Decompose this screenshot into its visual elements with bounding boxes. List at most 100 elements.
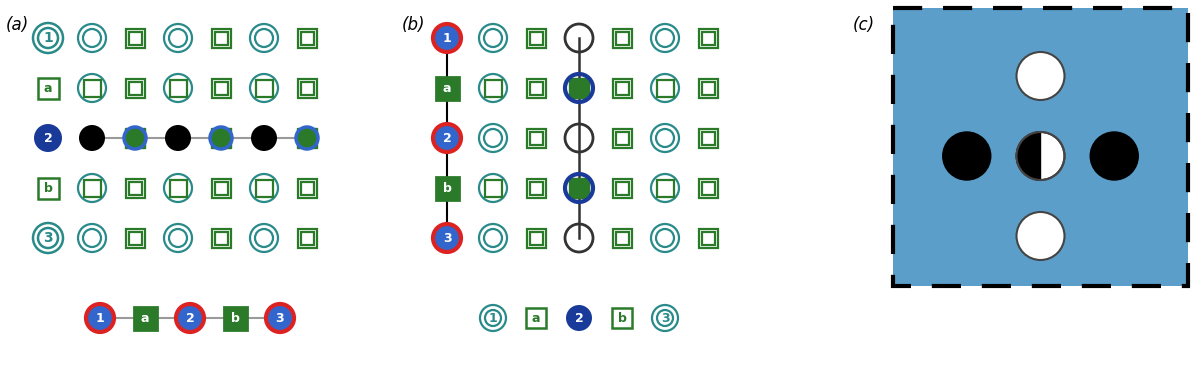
Bar [701, 32, 715, 44]
Bar [215, 81, 227, 95]
Bar [223, 307, 246, 329]
Circle shape [434, 124, 461, 152]
Circle shape [1091, 132, 1139, 180]
Bar [699, 79, 717, 98]
Bar [613, 128, 632, 147]
Bar [701, 131, 715, 144]
Bar [256, 179, 273, 196]
Text: 2: 2 [443, 131, 452, 144]
Bar [298, 179, 317, 198]
Bar [211, 28, 231, 48]
Text: 2: 2 [186, 312, 195, 325]
Bar [699, 128, 717, 147]
Bar [657, 179, 674, 196]
Circle shape [79, 125, 104, 151]
Text: 3: 3 [43, 231, 53, 245]
Bar [256, 79, 273, 97]
Bar [526, 308, 546, 328]
Bar [484, 179, 502, 196]
Circle shape [34, 124, 62, 152]
Circle shape [265, 304, 294, 332]
Bar [298, 79, 317, 98]
Bar [569, 78, 588, 98]
Bar [569, 178, 588, 198]
Bar [37, 78, 59, 98]
Bar [211, 79, 231, 98]
Bar [615, 131, 628, 144]
Bar [657, 79, 674, 97]
Circle shape [943, 132, 991, 180]
Bar [298, 228, 317, 247]
Bar [133, 307, 156, 329]
Bar [125, 128, 145, 148]
Text: b: b [43, 182, 53, 195]
Bar [129, 182, 142, 195]
Circle shape [177, 304, 204, 332]
Bar [300, 81, 313, 95]
Bar [530, 131, 543, 144]
Polygon shape [1016, 132, 1040, 180]
Bar [613, 308, 632, 328]
Bar [125, 79, 144, 98]
Bar [125, 228, 144, 247]
Text: 1: 1 [96, 312, 104, 325]
Bar [701, 81, 715, 95]
Text: a: a [141, 312, 149, 325]
Text: a: a [532, 312, 540, 325]
Circle shape [1016, 212, 1064, 260]
Bar [129, 231, 142, 244]
Bar [613, 179, 632, 198]
Bar [300, 182, 313, 195]
Bar [615, 231, 628, 244]
Circle shape [86, 304, 114, 332]
Bar [211, 179, 231, 198]
Circle shape [165, 125, 191, 151]
Bar [37, 177, 59, 198]
Bar [436, 76, 459, 100]
Text: 2: 2 [43, 131, 53, 144]
Bar [894, 8, 1188, 286]
Bar [125, 28, 144, 48]
Bar [615, 81, 628, 95]
Text: 3: 3 [661, 312, 669, 325]
Bar [211, 228, 231, 247]
Bar [129, 32, 142, 44]
Bar [701, 182, 715, 195]
Text: 3: 3 [443, 231, 452, 244]
Bar [615, 32, 628, 44]
Circle shape [1016, 132, 1064, 180]
Text: 1: 1 [443, 32, 452, 44]
Bar [526, 179, 545, 198]
Text: b: b [442, 182, 452, 195]
Text: (a): (a) [6, 16, 29, 34]
Bar [530, 182, 543, 195]
Bar [526, 228, 545, 247]
Bar [300, 32, 313, 44]
Circle shape [566, 305, 592, 331]
Bar [215, 32, 227, 44]
Bar [526, 128, 545, 147]
Bar [530, 81, 543, 95]
Bar [613, 228, 632, 247]
Bar [699, 228, 717, 247]
Bar [211, 128, 231, 148]
Bar [215, 182, 227, 195]
Bar [129, 81, 142, 95]
Bar [84, 79, 101, 97]
Bar [615, 182, 628, 195]
Text: 1: 1 [43, 31, 53, 45]
Text: 2: 2 [574, 312, 584, 325]
Bar [297, 128, 317, 148]
Bar [484, 79, 502, 97]
Bar [526, 79, 545, 98]
Bar [84, 179, 101, 196]
Circle shape [434, 224, 461, 252]
Bar [125, 179, 144, 198]
Bar [215, 231, 227, 244]
Bar [701, 231, 715, 244]
Bar [530, 32, 543, 44]
Text: b: b [617, 312, 627, 325]
Bar [699, 179, 717, 198]
Text: a: a [443, 81, 452, 95]
Circle shape [434, 24, 461, 52]
